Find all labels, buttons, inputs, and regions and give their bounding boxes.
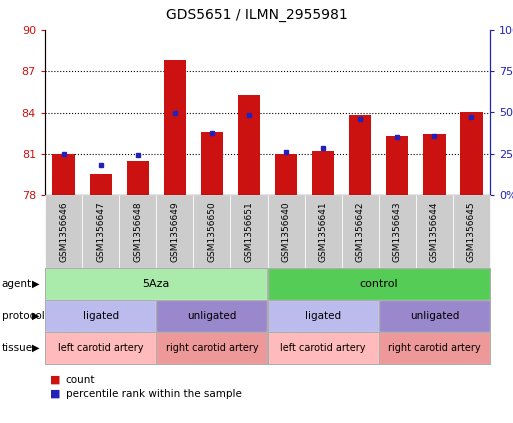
Text: right carotid artery: right carotid artery [166, 343, 258, 353]
Text: right carotid artery: right carotid artery [388, 343, 481, 353]
Bar [312, 151, 334, 195]
Bar [423, 135, 445, 195]
Bar [275, 154, 297, 195]
Text: GDS5651 / ILMN_2955981: GDS5651 / ILMN_2955981 [166, 8, 347, 22]
Text: GSM1356640: GSM1356640 [282, 201, 290, 262]
Text: percentile rank within the sample: percentile rank within the sample [66, 389, 242, 399]
Text: GSM1356643: GSM1356643 [393, 201, 402, 262]
Text: left carotid artery: left carotid artery [281, 343, 366, 353]
Bar [201, 132, 223, 195]
Text: GSM1356645: GSM1356645 [467, 201, 476, 262]
Text: ■: ■ [50, 389, 61, 399]
Text: ▶: ▶ [32, 279, 40, 289]
Text: agent: agent [2, 279, 32, 289]
Text: 5Aza: 5Aza [143, 279, 170, 289]
Text: GSM1356650: GSM1356650 [207, 201, 216, 262]
Text: ligated: ligated [305, 311, 341, 321]
Bar [89, 174, 112, 195]
Text: ▶: ▶ [32, 311, 40, 321]
Text: tissue: tissue [2, 343, 33, 353]
Text: GSM1356641: GSM1356641 [319, 201, 328, 262]
Bar [349, 115, 371, 195]
Text: ligated: ligated [83, 311, 119, 321]
Text: GSM1356651: GSM1356651 [245, 201, 253, 262]
Bar [127, 161, 149, 195]
Bar [238, 95, 260, 195]
Text: GSM1356644: GSM1356644 [430, 201, 439, 262]
Text: unligated: unligated [187, 311, 236, 321]
Bar [460, 113, 483, 195]
Text: count: count [66, 375, 95, 385]
Text: GSM1356648: GSM1356648 [133, 201, 142, 262]
Text: GSM1356642: GSM1356642 [356, 201, 365, 262]
Text: unligated: unligated [410, 311, 459, 321]
Text: GSM1356646: GSM1356646 [59, 201, 68, 262]
Bar [386, 136, 408, 195]
Bar [164, 60, 186, 195]
Bar [52, 154, 75, 195]
Text: GSM1356649: GSM1356649 [170, 201, 179, 262]
Text: ■: ■ [50, 375, 61, 385]
Text: GSM1356647: GSM1356647 [96, 201, 105, 262]
Text: control: control [360, 279, 398, 289]
Text: protocol: protocol [2, 311, 44, 321]
Text: left carotid artery: left carotid artery [58, 343, 143, 353]
Text: ▶: ▶ [32, 343, 40, 353]
